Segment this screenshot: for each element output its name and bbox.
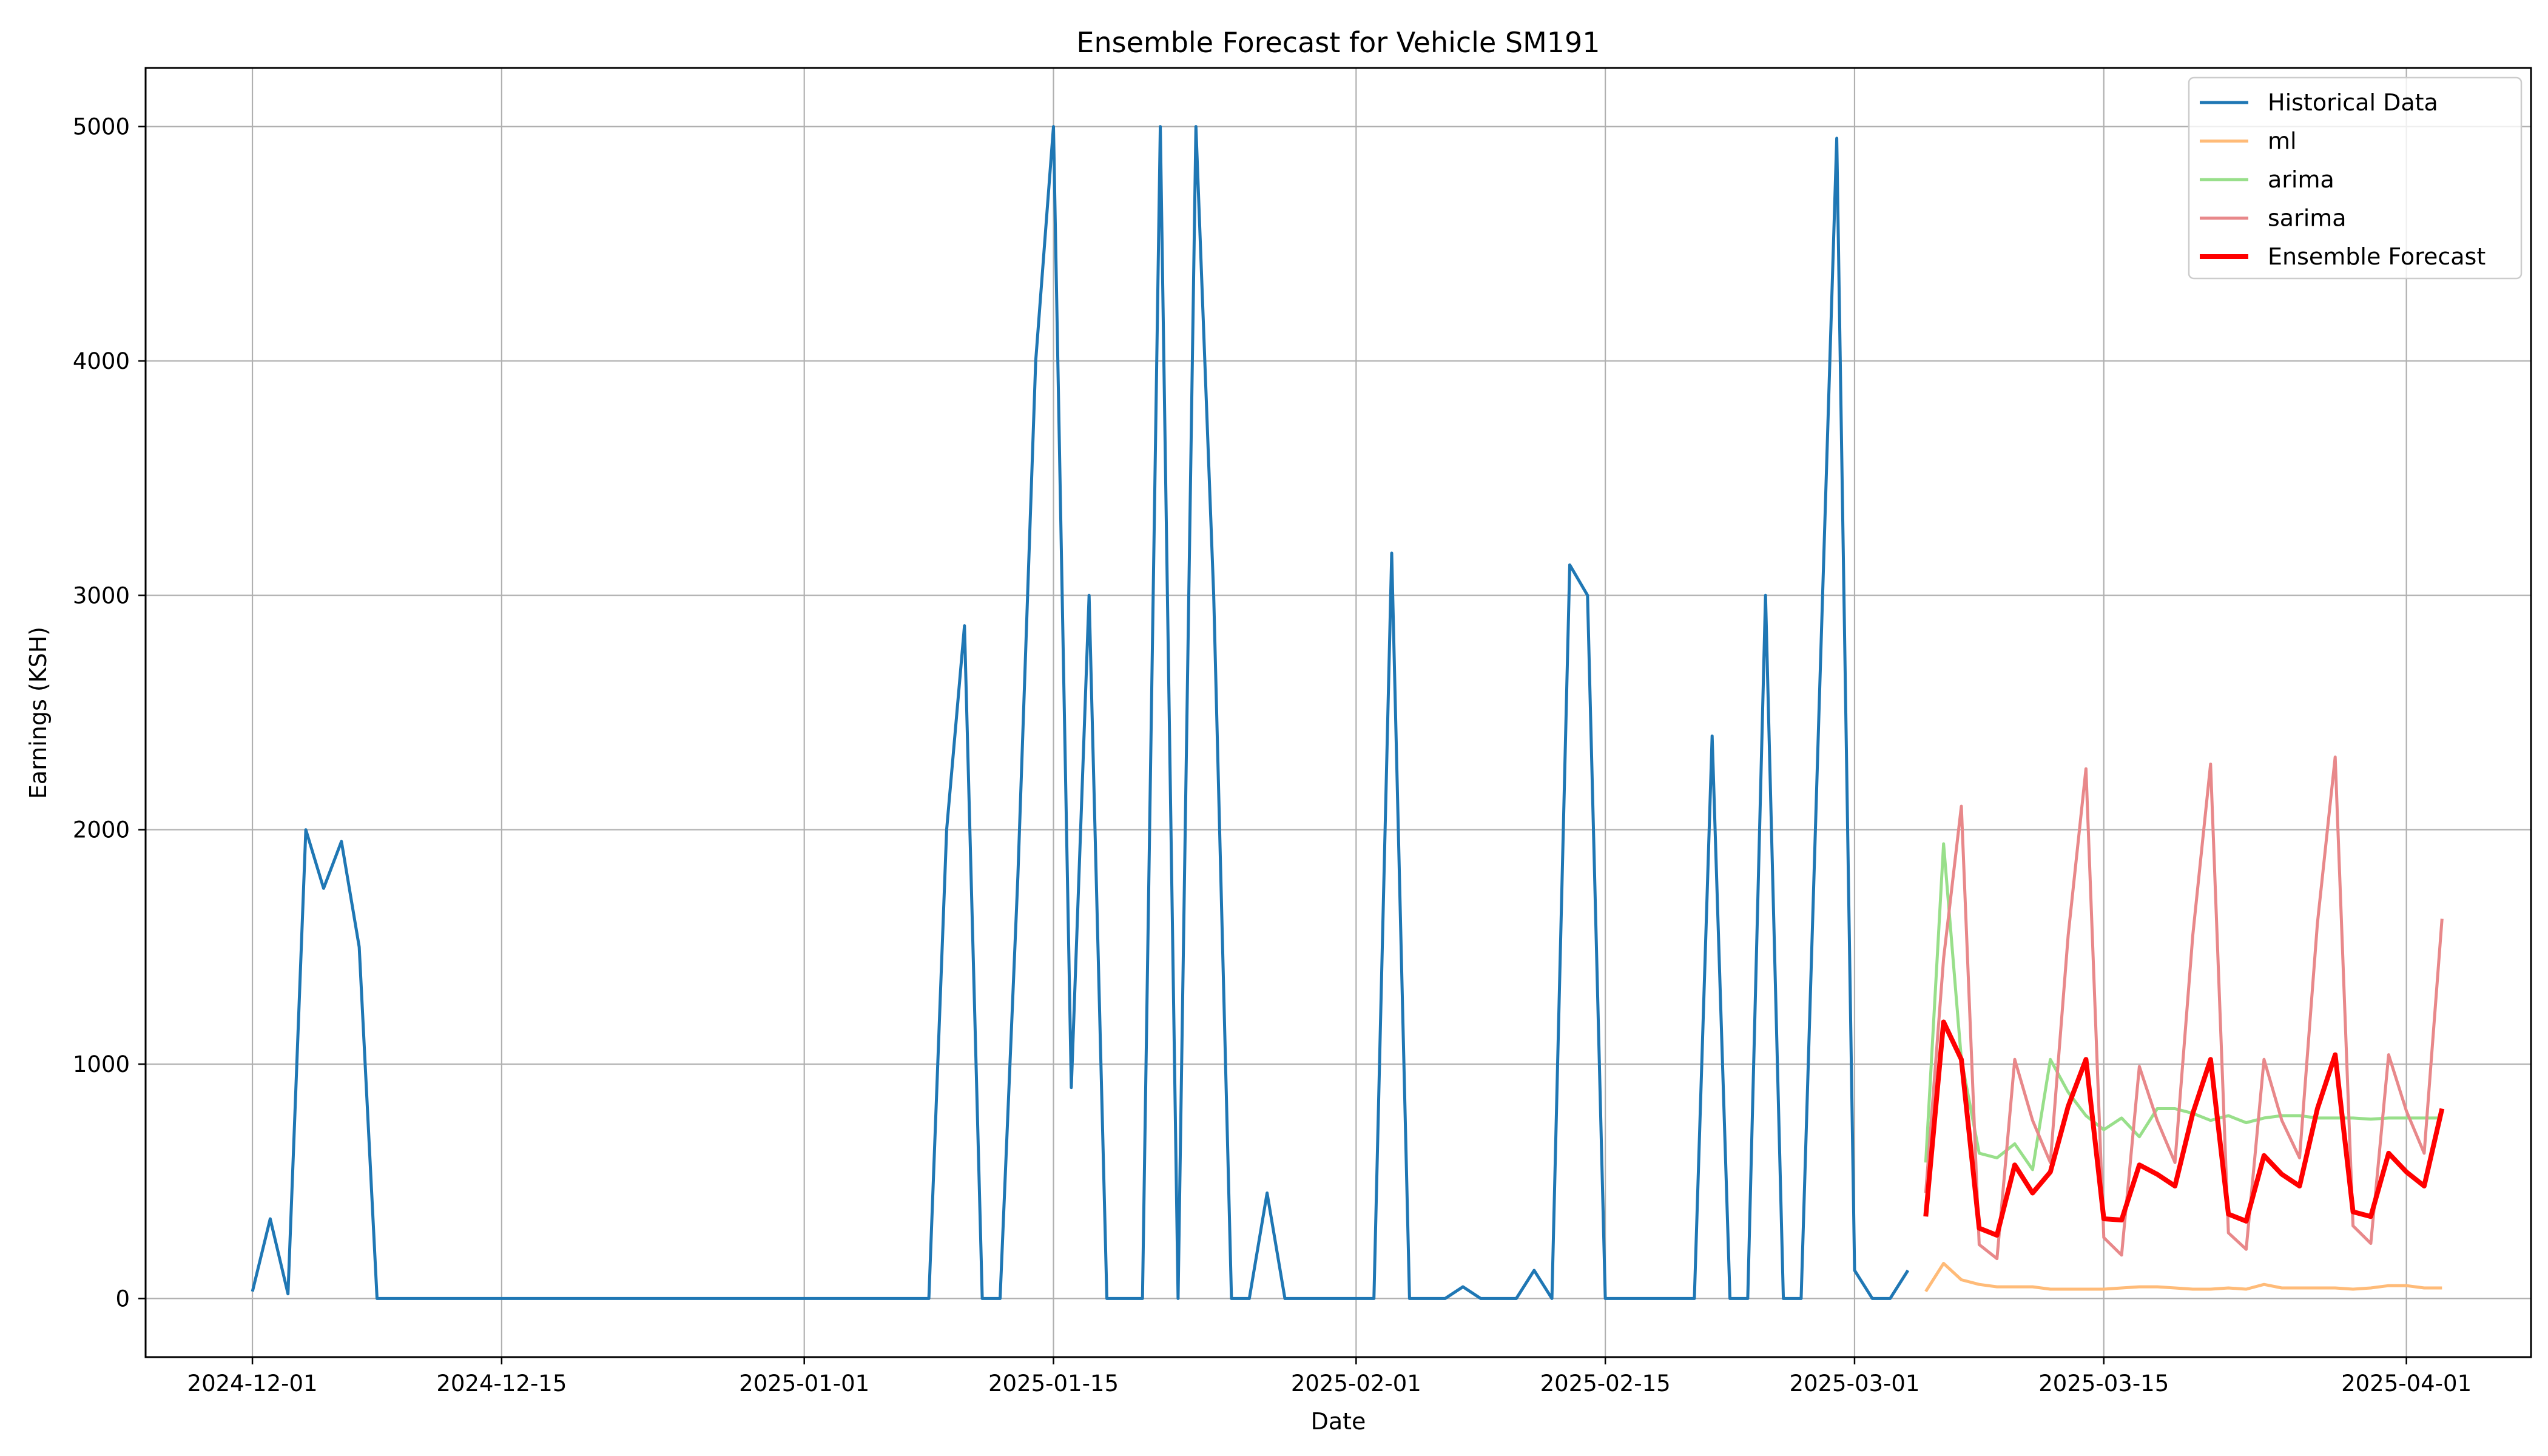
y-tick-label: 1000 [73, 1051, 130, 1077]
series-line [1924, 842, 2442, 1171]
series-line [1924, 755, 2444, 1261]
series-line [1924, 1262, 2442, 1293]
y-tick-label: 2000 [73, 817, 130, 843]
y-tick-label: 4000 [73, 348, 130, 374]
x-tick-label: 2025-03-15 [2038, 1370, 2169, 1397]
plot-frame [144, 67, 2532, 1358]
series-historical-data [251, 125, 1910, 1300]
legend-label: arima [2268, 166, 2334, 193]
y-tick-label: 0 [115, 1286, 130, 1312]
series-arima [1924, 842, 2442, 1171]
legend-box [2188, 76, 2523, 280]
axis-ticks: 2024-12-01 2024-12-15 2025-01-01 2025-01-15… [73, 114, 2472, 1397]
legend-label: ml [2268, 128, 2297, 155]
x-tick-label: 2025-03-01 [1789, 1370, 1919, 1397]
x-tick-label: 2025-02-15 [1540, 1370, 1671, 1397]
series-ensemble-forecast [1923, 1019, 2445, 1238]
series-ml [1924, 1262, 2442, 1293]
y-axis-title: Earnings (KSH) [25, 627, 52, 799]
chart-title: Ensemble Forecast for Vehicle SM191 [1076, 26, 1600, 59]
x-tick-label: 2025-04-01 [2341, 1370, 2472, 1397]
x-tick-label: 2025-02-01 [1291, 1370, 1421, 1397]
series-line [1923, 1019, 2445, 1238]
x-tick-label: 2025-01-15 [988, 1370, 1119, 1397]
x-tick-label: 2024-12-15 [436, 1370, 567, 1397]
legend: Historical Data ml arima sarima Ensemble For… [2188, 76, 2523, 280]
x-tick-label: 2024-12-01 [187, 1370, 318, 1397]
series-lines [251, 125, 2445, 1300]
x-axis-title: Date [1311, 1408, 1366, 1435]
x-tick-label: 2025-01-01 [739, 1370, 869, 1397]
legend-label: Historical Data [2268, 89, 2438, 116]
legend-label: sarima [2268, 205, 2347, 232]
y-tick-label: 3000 [73, 582, 130, 608]
legend-label: Ensemble Forecast [2268, 243, 2486, 270]
y-tick-label: 5000 [73, 114, 130, 140]
